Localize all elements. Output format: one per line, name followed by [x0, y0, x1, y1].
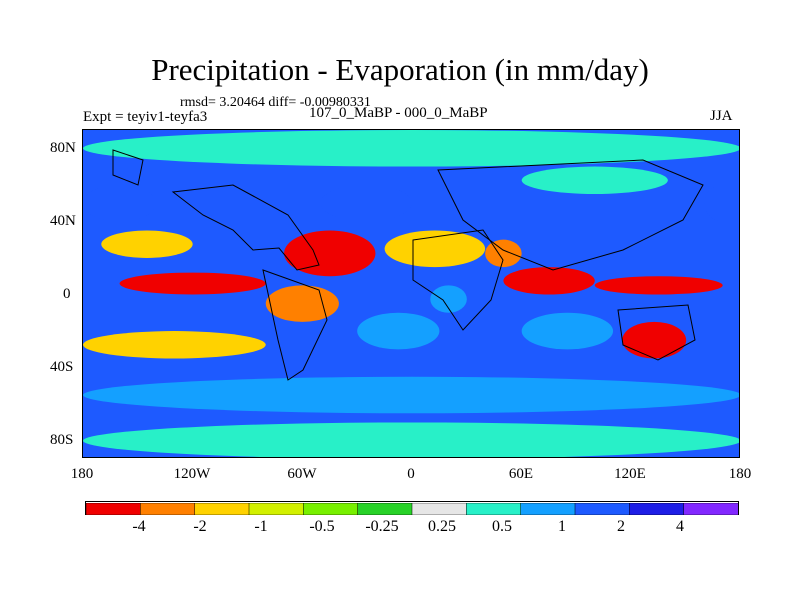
x-tick-label: 180	[728, 466, 752, 482]
region-south-america-north	[265, 285, 339, 322]
colorbar-swatch	[140, 502, 196, 516]
colorbar-swatch	[357, 502, 413, 516]
colorbar-swatch	[303, 502, 359, 516]
colorbar	[85, 501, 739, 516]
coastline	[437, 159, 704, 271]
coastline	[262, 269, 328, 381]
colorbar-label: -1	[254, 518, 268, 535]
region-east-pacific-itcz	[119, 272, 266, 295]
colorbar-swatches	[85, 502, 739, 516]
y-tick-label: 80N	[50, 140, 76, 156]
region-north-pacific-high	[704, 184, 739, 222]
region-north-pacific-subtropics	[101, 230, 193, 258]
colorbar-label: 0.25	[428, 518, 456, 535]
x-tick-label: 0	[407, 466, 415, 482]
map-panel	[82, 129, 740, 458]
region-north-pacific-high	[83, 184, 157, 222]
region-arctic	[83, 130, 739, 167]
colorbar-label: 2	[617, 518, 625, 535]
region-south-atlantic-subtropics	[357, 312, 440, 350]
colorbar-label: 4	[676, 518, 684, 535]
chart-stats: rmsd= 3.20464 diff= -0.00980331	[180, 95, 371, 110]
period-label: 107_0_MaBP - 000_0_MaBP	[309, 105, 488, 121]
colorbar-swatch	[248, 502, 305, 516]
map-plot	[83, 130, 739, 457]
colorbar-label: -0.25	[365, 518, 399, 535]
experiment-label: Expt = teyiv1-teyfa3	[83, 109, 208, 125]
x-tick-label: 60W	[287, 466, 317, 482]
coastline	[112, 149, 144, 186]
region-africa-sahara	[384, 230, 486, 268]
x-tick-label: 120W	[173, 466, 211, 482]
x-tick-label: 60E	[508, 466, 534, 482]
colorbar-swatch	[194, 502, 250, 516]
coastline	[171, 184, 320, 271]
colorbar-swatch	[683, 502, 739, 516]
region-australia	[622, 321, 687, 359]
x-tick-label: 180	[70, 466, 94, 482]
region-south-pacific-subtropics	[83, 331, 266, 359]
region-arabia	[485, 239, 522, 268]
colorbar-label: 0.5	[492, 518, 512, 535]
region-siberia	[521, 166, 668, 194]
season-label: JJA	[710, 108, 733, 124]
colorbar-label: -4	[132, 518, 146, 535]
colorbar-swatch	[574, 502, 631, 516]
y-tick-label: 80S	[50, 432, 74, 448]
region-north-atlantic-high	[320, 184, 412, 222]
y-tick-label: 40N	[50, 213, 76, 229]
region-indian-ocean-north	[503, 267, 595, 295]
colorbar-swatch	[520, 502, 576, 516]
colorbar-swatch	[411, 502, 468, 516]
region-west-pacific-warm-pool	[594, 276, 723, 295]
colorbar-swatch	[85, 502, 142, 516]
y-tick-label: 40S	[50, 359, 74, 375]
coastline	[617, 304, 696, 361]
colorbar-label: 1	[558, 518, 566, 535]
coastline	[412, 229, 504, 331]
region-equatorial-africa	[430, 285, 467, 313]
chart-title: Precipitation - Evaporation (in mm/day)	[151, 52, 649, 87]
colorbar-swatch	[629, 502, 685, 516]
region-antarctica	[83, 422, 739, 457]
colorbar-label: -0.5	[309, 518, 335, 535]
y-tick-label: 0	[63, 286, 71, 302]
region-southern-ocean	[83, 376, 739, 414]
colorbar-swatch	[466, 502, 522, 516]
colorbar-label: -2	[193, 518, 207, 535]
x-tick-label: 120E	[614, 466, 646, 482]
region-south-indian-subtropics	[521, 312, 614, 350]
